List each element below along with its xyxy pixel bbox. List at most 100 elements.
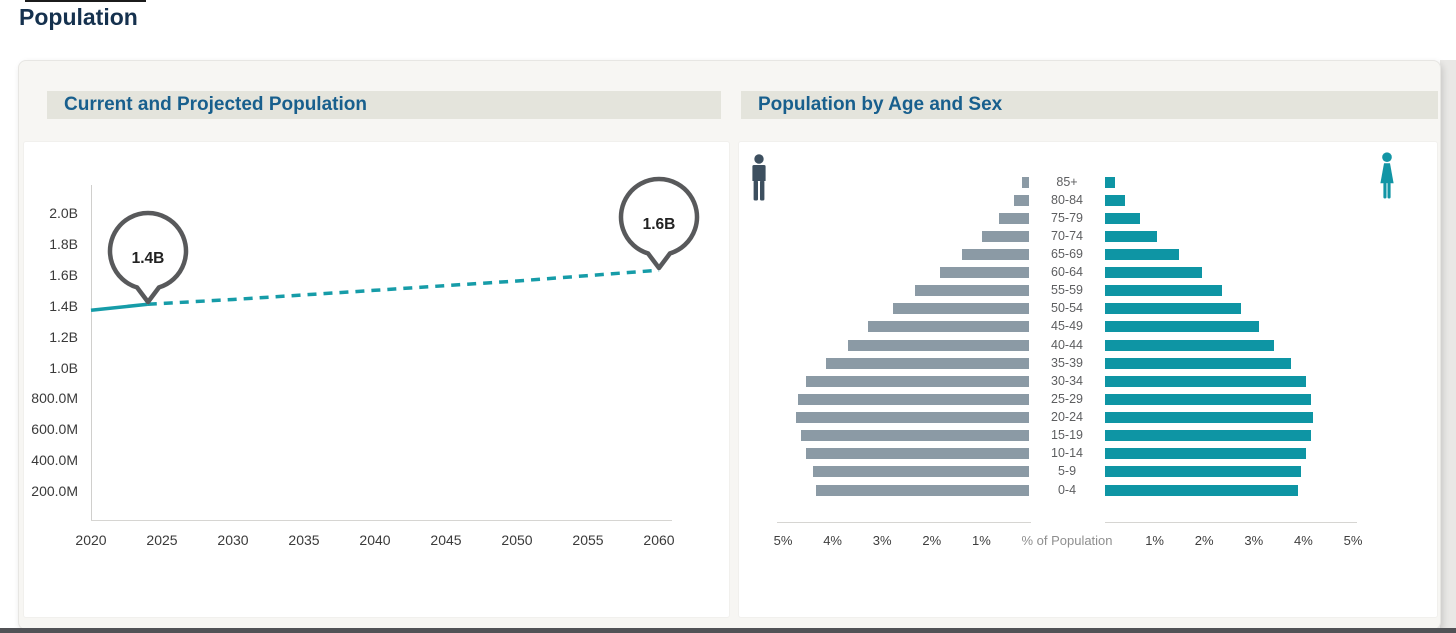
age-label: 20-24 [1051,410,1083,425]
callout-label: 1.4B [131,250,164,267]
axis-tick-label-male: 1% [971,533,991,548]
axis-center-label: % of Population [1021,533,1113,548]
x-axis-tick-label: 2055 [572,532,604,548]
population-line-dashed [147,268,660,306]
y-axis-tick-label: 800.0M [31,390,78,407]
y-axis-tick-label: 1.4B [49,297,78,314]
y-axis-tick-label: 1.0B [49,359,78,376]
pyramid-chart-panel: 85+ 80-84 75-79 70-74 65-69 60-64 55-59 50-54 45… [738,141,1438,618]
callout-label: 1.6B [643,216,676,233]
female-bar[interactable] [1105,321,1259,333]
age-label: 5-9 [1057,464,1077,479]
age-label: 55-59 [1051,283,1083,298]
axis-tick-label-female: 1% [1145,533,1164,548]
axis-tick-label-male: 3% [872,533,892,548]
y-axis-tick-label: 1.2B [49,328,78,345]
male-bar[interactable] [800,430,1029,442]
y-axis-tick-label: 1.6B [49,266,78,283]
female-bar[interactable] [1105,339,1274,351]
male-bar[interactable] [795,412,1029,424]
female-bar[interactable] [1105,194,1125,206]
female-bar[interactable] [1105,212,1140,224]
female-bar[interactable] [1105,393,1311,405]
male-axis-line [777,522,1031,523]
age-label: 45-49 [1051,319,1083,334]
y-axis-tick-label: 200.0M [31,483,78,500]
scrollbar-track[interactable] [1440,60,1456,633]
male-bar[interactable] [999,212,1029,224]
female-bar[interactable] [1105,357,1291,369]
female-bar[interactable] [1105,303,1242,315]
projection-section-title: Current and Projected Population [64,94,367,115]
y-axis-tick-label: 1.8B [49,235,78,252]
male-bar[interactable] [805,448,1029,460]
male-bar[interactable] [1014,194,1029,206]
female-bar[interactable] [1105,375,1306,387]
male-bar[interactable] [892,303,1029,315]
age-label: 25-29 [1051,391,1083,406]
female-bar[interactable] [1105,285,1222,297]
x-axis-tick-label: 2025 [146,532,178,548]
female-icon [1380,152,1394,199]
axis-tick-label-female: 5% [1343,533,1363,548]
projection-chart-panel: 2.0B 1.8B 1.6B 1.4B 1.2B 1.0B 800.0M 600.0M 400.… [23,141,730,618]
female-axis-line [1105,522,1357,523]
section-header-pyramid: Population by Age and Sex [741,91,1438,119]
male-bar[interactable] [825,357,1029,369]
top-edge-artifact [25,0,146,2]
male-bar[interactable] [815,484,1029,496]
male-bar[interactable] [914,285,1029,297]
y-axis-line [91,185,92,520]
x-axis-tick-label: 2030 [217,532,249,548]
age-label: 30-34 [1051,373,1083,388]
male-bar[interactable] [1021,176,1029,188]
axis-tick-label-male: 5% [773,533,793,548]
axis-tick-label-male: 2% [922,533,942,548]
female-bar[interactable] [1105,230,1158,242]
age-label: 10-14 [1051,446,1083,461]
female-bar[interactable] [1105,176,1115,188]
age-label: 70-74 [1051,228,1083,243]
male-bar[interactable] [813,466,1029,478]
female-bar[interactable] [1105,466,1301,478]
female-bar[interactable] [1105,248,1180,260]
age-label: 40-44 [1051,337,1083,352]
age-label: 0-4 [1057,482,1077,497]
dashboard-card: Current and Projected Population Populat… [18,60,1441,630]
female-bar[interactable] [1105,267,1202,279]
female-bar[interactable] [1105,484,1299,496]
age-label: 65-69 [1051,246,1083,261]
age-label: 80-84 [1051,192,1083,207]
x-axis-tick-label: 2020 [75,532,107,548]
y-axis-tick-label: 2.0B [49,205,78,221]
female-bar[interactable] [1105,430,1311,442]
y-axis-tick-label: 400.0M [31,452,78,469]
age-label: 85+ [1056,174,1078,189]
axis-tick-label-female: 4% [1293,533,1313,548]
age-label: 75-79 [1051,210,1083,225]
bottom-edge-bar [0,628,1456,633]
female-bar[interactable] [1105,412,1314,424]
male-bar[interactable] [847,339,1029,351]
age-label: 15-19 [1051,428,1083,443]
age-label: 60-64 [1051,265,1083,280]
x-axis-tick-label: 2045 [430,532,462,548]
male-bar[interactable] [805,375,1029,387]
x-axis-tick-label: 2050 [501,532,533,548]
x-axis-tick-label: 2060 [643,532,675,548]
male-bar[interactable] [962,248,1029,260]
male-bar[interactable] [798,393,1029,405]
callout-bubble: 1.6B [618,177,700,271]
age-label: 35-39 [1051,355,1083,370]
section-header-projection: Current and Projected Population [47,91,721,119]
male-bar[interactable] [939,267,1029,279]
x-axis-tick-label: 2035 [288,532,320,548]
male-bar[interactable] [867,321,1029,333]
female-bar[interactable] [1105,448,1306,460]
axis-tick-label-male: 4% [823,533,842,548]
population-line-solid [90,302,148,313]
callout-bubble: 1.4B [107,211,189,305]
male-bar[interactable] [981,230,1029,242]
x-axis-line [91,520,672,521]
